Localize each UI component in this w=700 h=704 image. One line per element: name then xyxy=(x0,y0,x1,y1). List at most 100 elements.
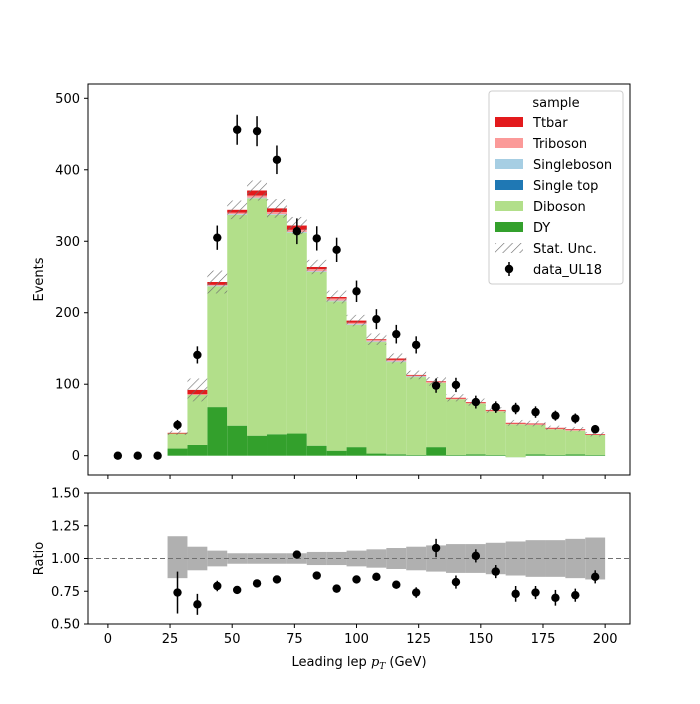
bar-dy-9 xyxy=(326,450,347,456)
stat-unc-box-2 xyxy=(187,378,208,402)
ratio-point-18 xyxy=(531,588,540,597)
bar-diboson-12 xyxy=(386,362,407,455)
data-point-24 xyxy=(590,425,600,434)
legend-swatch-single-top xyxy=(495,180,523,190)
ratio-point-11 xyxy=(392,580,401,589)
legend: sample Ttbar Triboson Singleboson Single top… xyxy=(488,90,624,285)
bar-diboson-8 xyxy=(306,271,327,446)
ratio-point-0 xyxy=(173,588,182,597)
bar-dy-20 xyxy=(545,454,566,456)
bar-dy-17 xyxy=(485,454,506,456)
bar-diboson-18 xyxy=(505,424,526,458)
data-point-12 xyxy=(352,287,361,296)
data-point-11 xyxy=(332,245,341,255)
data-point-2 xyxy=(153,451,162,460)
ratio-point-16 xyxy=(491,567,500,576)
ratio-ytick-label-3: 1.25 xyxy=(51,519,80,534)
ratio-xtick-label-7: 175 xyxy=(531,632,556,647)
stat-unc-box-13 xyxy=(406,370,427,380)
ratio-xtick-label-0: 0 xyxy=(104,632,112,647)
data-point-21 xyxy=(531,407,540,417)
main-frame xyxy=(87,83,631,476)
bar-dy-3 xyxy=(207,407,228,456)
legend-swatch-singleboson xyxy=(495,159,523,169)
ratio-xtick-label-4: 100 xyxy=(344,632,369,647)
main-y-axis-label: Events xyxy=(32,257,47,301)
ratio-band-3 xyxy=(227,553,248,564)
legend-label-diboson: Diboson xyxy=(533,200,586,215)
bar-dy-13 xyxy=(406,454,427,456)
bar-dy-21 xyxy=(565,454,586,456)
stat-unc-box-11 xyxy=(366,333,387,345)
bar-diboson-19 xyxy=(525,424,546,455)
data-point-7 xyxy=(252,126,262,136)
data-point-8 xyxy=(272,155,282,164)
ratio-point-3 xyxy=(232,585,242,595)
data-point-13 xyxy=(372,314,381,324)
bar-diboson-15 xyxy=(446,399,466,455)
ratio-point-15 xyxy=(471,551,481,561)
data-point-6 xyxy=(232,125,242,134)
bar-diboson-22 xyxy=(585,434,606,455)
bar-dy-8 xyxy=(306,445,327,456)
stat-unc-box-19 xyxy=(525,420,546,427)
data-point-15 xyxy=(411,340,421,350)
main-ytick-label-4: 400 xyxy=(55,163,80,178)
legend-swatch-triboson xyxy=(495,138,523,148)
main-plot-axes: 0 100 200 300 400 500 Events xyxy=(32,83,631,479)
ratio-ytick-label-4: 1.50 xyxy=(51,487,80,502)
stat-unc-box-4 xyxy=(227,200,248,220)
legend-label-single-top: Single top xyxy=(533,179,598,194)
ratio-point-8 xyxy=(332,584,341,593)
stat-unc-box-10 xyxy=(346,314,367,327)
legend-label-dy: DY xyxy=(533,221,550,236)
stat-unc-box-21 xyxy=(565,427,586,432)
ratio-point-14 xyxy=(451,577,461,587)
ratio-band-16 xyxy=(485,542,506,575)
legend-label-singleboson: Singleboson xyxy=(533,158,612,173)
bar-dy-16 xyxy=(465,454,486,456)
bar-diboson-9 xyxy=(326,301,347,451)
stat-unc-box-1 xyxy=(167,430,188,435)
stat-unc-box-20 xyxy=(545,425,566,430)
bar-diboson-13 xyxy=(406,377,427,455)
ratio-point-6 xyxy=(292,550,302,559)
legend-label-data-ul18: data_UL18 xyxy=(533,263,602,278)
data-point-23 xyxy=(571,414,580,423)
main-ytick-label-3: 300 xyxy=(55,235,80,250)
legend-title: sample xyxy=(532,96,579,111)
stat-unc-box-6 xyxy=(267,199,287,218)
data-point-20 xyxy=(511,404,520,413)
ratio-band-0 xyxy=(167,536,188,579)
main-ytick-label-0: 0 xyxy=(72,449,80,464)
bar-diboson-21 xyxy=(565,430,586,455)
bar-diboson-1 xyxy=(167,433,188,449)
bar-dy-7 xyxy=(286,433,307,456)
bar-dy-4 xyxy=(227,425,248,456)
ratio-point-13 xyxy=(431,543,441,553)
stat-unc-box-8 xyxy=(306,259,327,275)
data-point-5 xyxy=(213,233,222,242)
bar-diboson-4 xyxy=(227,214,248,426)
bar-dy-15 xyxy=(446,454,466,456)
main-ytick-label-2: 200 xyxy=(55,306,80,321)
stat-unc-box-9 xyxy=(326,290,347,304)
ratio-band-20 xyxy=(565,538,586,579)
ratio-point-21 xyxy=(590,572,600,582)
stat-unc-box-12 xyxy=(386,353,407,364)
stat-unc-box-5 xyxy=(247,180,268,201)
ratio-point-4 xyxy=(252,579,262,588)
bar-dy-14 xyxy=(426,447,447,456)
bar-diboson-3 xyxy=(207,286,228,408)
bar-dy-1 xyxy=(167,448,188,456)
main-plot-data xyxy=(113,114,600,460)
ratio-band-18 xyxy=(525,540,546,577)
legend-marker-data-ul18 xyxy=(504,264,514,274)
ratio-xtick-label-8: 200 xyxy=(593,632,618,647)
ratio-ytick-label-2: 1.00 xyxy=(51,552,80,567)
data-point-17 xyxy=(451,380,461,390)
ratio-point-5 xyxy=(272,575,282,584)
bar-diboson-10 xyxy=(346,324,367,448)
ratio-plot-axes: 0.50 0.75 1.00 1.25 1.50 0 25 50 75 100 125 150 175 2… xyxy=(32,487,631,672)
